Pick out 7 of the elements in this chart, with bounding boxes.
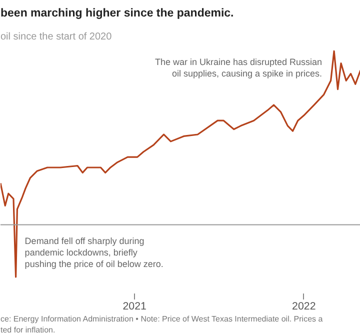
text: ce: Energy Information Administration • Note: Price of West Texas Intermediate oil. Prices a ted for inflation. [0,314,324,334]
annotation: The war in Ukraine has disrupted Russian oil supplies, causing a spike in prices. [154,57,322,79]
chart-subtitle: oil since the start of 2020 [0,32,112,42]
chart-title: been marching higher since the pandemic. [0,8,234,20]
x-tick-label: 2022 [292,300,316,312]
x-tick-label: 2021 [122,300,146,312]
annotation: Demand fell off sharply during pandemic lockdowns, briefly pushing the price of oil below zero. [24,236,164,269]
